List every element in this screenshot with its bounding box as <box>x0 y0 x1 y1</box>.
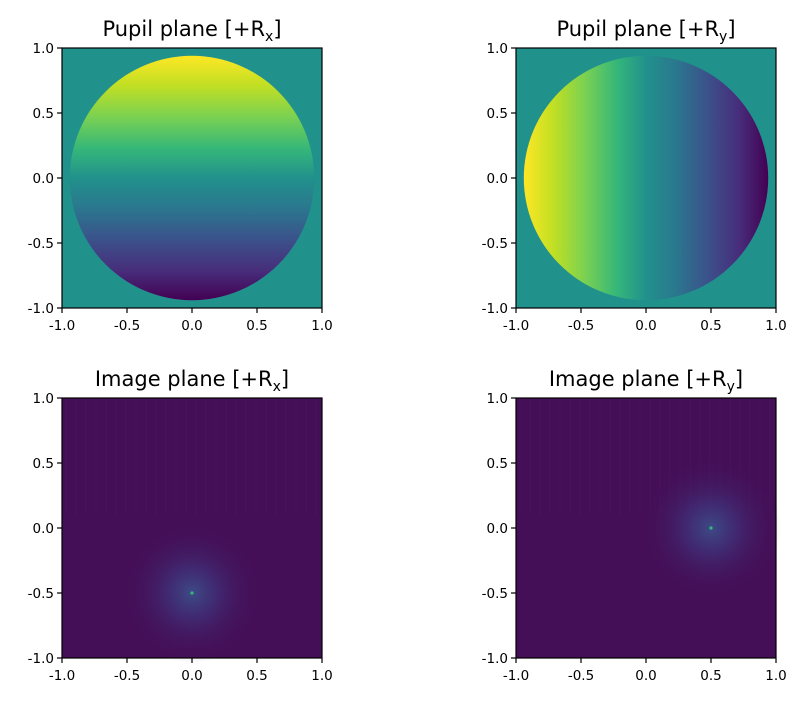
y-tick-label: 0.5 <box>33 456 54 472</box>
x-tick-label: 1.0 <box>765 318 786 334</box>
y-tick-label: 0.0 <box>487 171 508 187</box>
y-tick-label: -1.0 <box>28 651 54 667</box>
x-tick-label: -1.0 <box>49 668 75 684</box>
title-subscript: y <box>727 379 735 395</box>
image-rx-psf-peak <box>190 591 194 595</box>
image-ry-psf-peak <box>709 526 713 530</box>
title-main: Image plane [+R <box>549 367 727 391</box>
x-tick-label: -0.5 <box>114 318 140 334</box>
y-tick-label: 0.0 <box>33 521 54 537</box>
y-tick-label: 0.0 <box>33 171 54 187</box>
y-tick-label: 0.5 <box>33 106 54 122</box>
x-tick-label: 0.5 <box>246 668 267 684</box>
y-tick-label: 1.0 <box>33 41 54 57</box>
x-tick-label: 1.0 <box>311 668 332 684</box>
y-tick-label: -0.5 <box>482 236 508 252</box>
x-tick-label: -0.5 <box>114 668 140 684</box>
title-end: ] <box>727 17 735 41</box>
pupil-ry-pupil-disk <box>523 55 769 301</box>
y-tick-label: -1.0 <box>482 301 508 317</box>
title-main: Image plane [+R <box>95 367 273 391</box>
y-tick-label: -0.5 <box>28 236 54 252</box>
x-tick-label: -1.0 <box>503 318 529 334</box>
title-end: ] <box>273 17 281 41</box>
pupil-rx-title: Pupil plane [+Rx] <box>102 17 281 45</box>
y-tick-label: 0.0 <box>487 521 508 537</box>
y-tick-label: -1.0 <box>482 651 508 667</box>
pupil-ry-title: Pupil plane [+Ry] <box>556 17 735 45</box>
y-tick-label: 0.5 <box>487 106 508 122</box>
x-tick-label: 0.5 <box>700 318 721 334</box>
title-end: ] <box>281 367 289 391</box>
x-tick-label: 0.0 <box>635 668 656 684</box>
title-main: Pupil plane [+R <box>102 17 265 41</box>
x-tick-label: 1.0 <box>765 668 786 684</box>
x-tick-label: 1.0 <box>311 318 332 334</box>
title-end: ] <box>735 367 743 391</box>
pupil-rx-pupil-disk <box>69 55 315 301</box>
image-ry-title: Image plane [+Ry] <box>549 367 743 395</box>
y-tick-label: 1.0 <box>33 391 54 407</box>
y-tick-label: -0.5 <box>28 586 54 602</box>
x-tick-label: -0.5 <box>568 668 594 684</box>
x-tick-label: -0.5 <box>568 318 594 334</box>
x-tick-label: 0.0 <box>181 318 202 334</box>
image-rx-diffraction-streaks <box>65 398 317 515</box>
x-tick-label: -1.0 <box>49 318 75 334</box>
y-tick-label: -0.5 <box>482 586 508 602</box>
image-plane-rx-panel: -1.0 -0.5 0.0 0.5 1.0 1.0 0.5 0.0 -0.5 -1.0 Image … <box>28 367 333 684</box>
title-main: Pupil plane [+R <box>556 17 719 41</box>
pupil-plane-rx-panel: -1.0 -0.5 0.0 0.5 1.0 1.0 0.5 0.0 -0.5 -1.0 Pupil … <box>28 17 333 334</box>
y-tick-label: 1.0 <box>487 391 508 407</box>
title-subscript: y <box>719 29 727 45</box>
x-tick-label: 0.0 <box>181 668 202 684</box>
y-tick-label: 0.5 <box>487 456 508 472</box>
pupil-plane-ry-panel: -1.0 -0.5 0.0 0.5 1.0 1.0 0.5 0.0 -0.5 -1.0 Pupil … <box>482 17 787 334</box>
y-tick-label: -1.0 <box>28 301 54 317</box>
x-tick-label: 0.5 <box>700 668 721 684</box>
title-subscript: x <box>273 379 281 395</box>
x-tick-label: 0.0 <box>635 318 656 334</box>
title-subscript: x <box>265 29 273 45</box>
x-tick-label: 0.5 <box>246 318 267 334</box>
image-rx-title: Image plane [+Rx] <box>95 367 289 395</box>
x-tick-label: -1.0 <box>503 668 529 684</box>
image-plane-ry-panel: -1.0 -0.5 0.0 0.5 1.0 1.0 0.5 0.0 -0.5 -1.0 Image … <box>482 367 787 684</box>
y-tick-label: 1.0 <box>487 41 508 57</box>
